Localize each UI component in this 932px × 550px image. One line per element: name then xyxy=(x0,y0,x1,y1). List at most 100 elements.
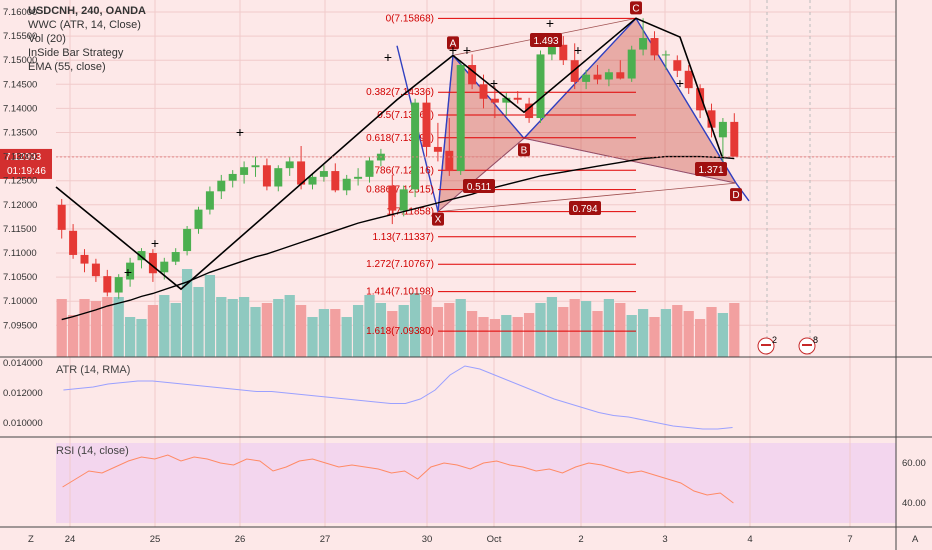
candle-body xyxy=(126,262,135,280)
candle-body xyxy=(399,189,408,211)
volume-bar xyxy=(227,299,238,357)
volume-bar xyxy=(432,307,444,357)
volume-bar xyxy=(284,295,295,357)
volume-bar xyxy=(216,297,227,357)
volume-bar xyxy=(421,295,432,357)
volume-bar xyxy=(341,317,352,357)
price-tick-label: 7.12000 xyxy=(3,200,37,211)
volume-bar xyxy=(90,301,102,357)
volume-bar xyxy=(375,303,387,357)
candle-body xyxy=(69,230,78,255)
ratio-label: 1.371 xyxy=(698,165,723,176)
candle-body xyxy=(251,165,260,168)
volume-bar xyxy=(67,315,79,357)
volume-bar xyxy=(159,295,170,357)
legend-line-0[interactable]: WWC (ATR, 14, Close) xyxy=(28,19,141,31)
pattern-xd xyxy=(437,182,737,213)
volume-bar xyxy=(694,319,706,357)
fib-label: 0.382(7.14336) xyxy=(366,87,434,98)
fib-label: 1.272(7.10767) xyxy=(366,259,434,270)
legend-line-2[interactable]: InSide Bar Strategy xyxy=(28,47,124,59)
ratio-label: 0.511 xyxy=(467,182,492,193)
ema-line xyxy=(61,155,735,321)
volume-bar xyxy=(193,287,204,357)
candle-body xyxy=(650,38,659,56)
fib-label: 1.618(7.09380) xyxy=(366,326,434,337)
ratio-box xyxy=(530,33,562,47)
price-tick-label: 7.10500 xyxy=(3,272,37,283)
candle-body xyxy=(217,180,226,192)
candle-body xyxy=(468,65,477,85)
fib-label: 0(7.15868) xyxy=(386,13,434,24)
atr-tick-label: 0.010000 xyxy=(3,418,43,429)
volume-bar xyxy=(569,299,580,357)
event-badge-stripe xyxy=(761,344,771,346)
rsi-title[interactable]: RSI (14, close) xyxy=(56,445,129,457)
fib-label: 0.618(7.13391) xyxy=(366,133,434,144)
inside-bar-marker: + xyxy=(490,75,498,91)
price-tag-box xyxy=(0,148,52,179)
volume-bar xyxy=(546,297,558,357)
legend-line-1[interactable]: Vol (20) xyxy=(28,33,66,45)
candle-body xyxy=(342,178,351,191)
candle-body xyxy=(627,49,636,79)
inside-bar-marker: + xyxy=(449,42,457,58)
candle-body xyxy=(456,65,465,172)
volume-bar xyxy=(626,315,637,357)
volume-bar xyxy=(307,317,318,357)
fib-label: 1(7.11858) xyxy=(386,207,434,218)
candle-body xyxy=(160,261,169,273)
time-tick-label: Oct xyxy=(487,534,502,545)
price-tick-label: 7.13500 xyxy=(3,128,37,139)
candle-body xyxy=(103,276,112,293)
time-tick-label: 24 xyxy=(65,534,76,545)
axes: 7.16000 7.15500 7.15000 7.14500 7.14000 7.135… xyxy=(3,7,926,545)
candle-body xyxy=(137,251,146,261)
candle-body xyxy=(57,204,66,230)
candle-body xyxy=(604,72,613,80)
volume-bar xyxy=(455,299,466,357)
time-tick-label: 25 xyxy=(150,534,161,545)
atr-title[interactable]: ATR (14, RMA) xyxy=(56,364,131,376)
candle-body xyxy=(593,74,602,80)
volume-bar xyxy=(79,299,90,357)
volume-bar xyxy=(330,309,341,357)
candle-body xyxy=(433,146,442,152)
volume-bar xyxy=(136,319,147,357)
volume-bar xyxy=(672,305,683,357)
candle-body xyxy=(331,171,340,191)
inside-bar-marker: + xyxy=(236,124,244,140)
time-tick-label: 7 xyxy=(847,534,852,545)
legend-line-3[interactable]: EMA (55, close) xyxy=(28,61,106,73)
inside-bar-marker: + xyxy=(574,42,582,58)
volume-bar xyxy=(444,303,455,357)
volume-bar xyxy=(478,317,489,357)
volume-bar xyxy=(352,305,364,357)
volume-bar xyxy=(535,303,546,357)
time-tick-label: 2 xyxy=(578,534,583,545)
candle-body xyxy=(661,54,670,56)
candle-body xyxy=(171,252,180,262)
price-tick-label: 7.14000 xyxy=(3,103,37,114)
candle-body xyxy=(490,98,499,103)
time-tick-label: 26 xyxy=(235,534,246,545)
price-tick-label: 7.13000 xyxy=(3,152,37,163)
inside-bar-marker: + xyxy=(151,235,159,251)
point-label-D: D xyxy=(732,190,739,201)
candle-body xyxy=(422,102,431,147)
candle-body xyxy=(365,160,374,177)
candle-body xyxy=(183,228,192,252)
candle-body xyxy=(639,38,648,50)
candle-body xyxy=(354,176,363,179)
candle-body xyxy=(308,176,317,185)
volume-bar xyxy=(706,307,717,357)
price-tick-label: 7.16000 xyxy=(3,7,37,18)
bottom-right-label: A xyxy=(912,534,919,545)
volume-bar xyxy=(409,293,421,357)
fib-label: 1.13(7.11337) xyxy=(372,232,434,243)
ratio-box xyxy=(569,201,601,215)
volume-bars xyxy=(56,269,740,357)
candle-body xyxy=(205,191,214,210)
zigzag-line xyxy=(55,17,723,291)
